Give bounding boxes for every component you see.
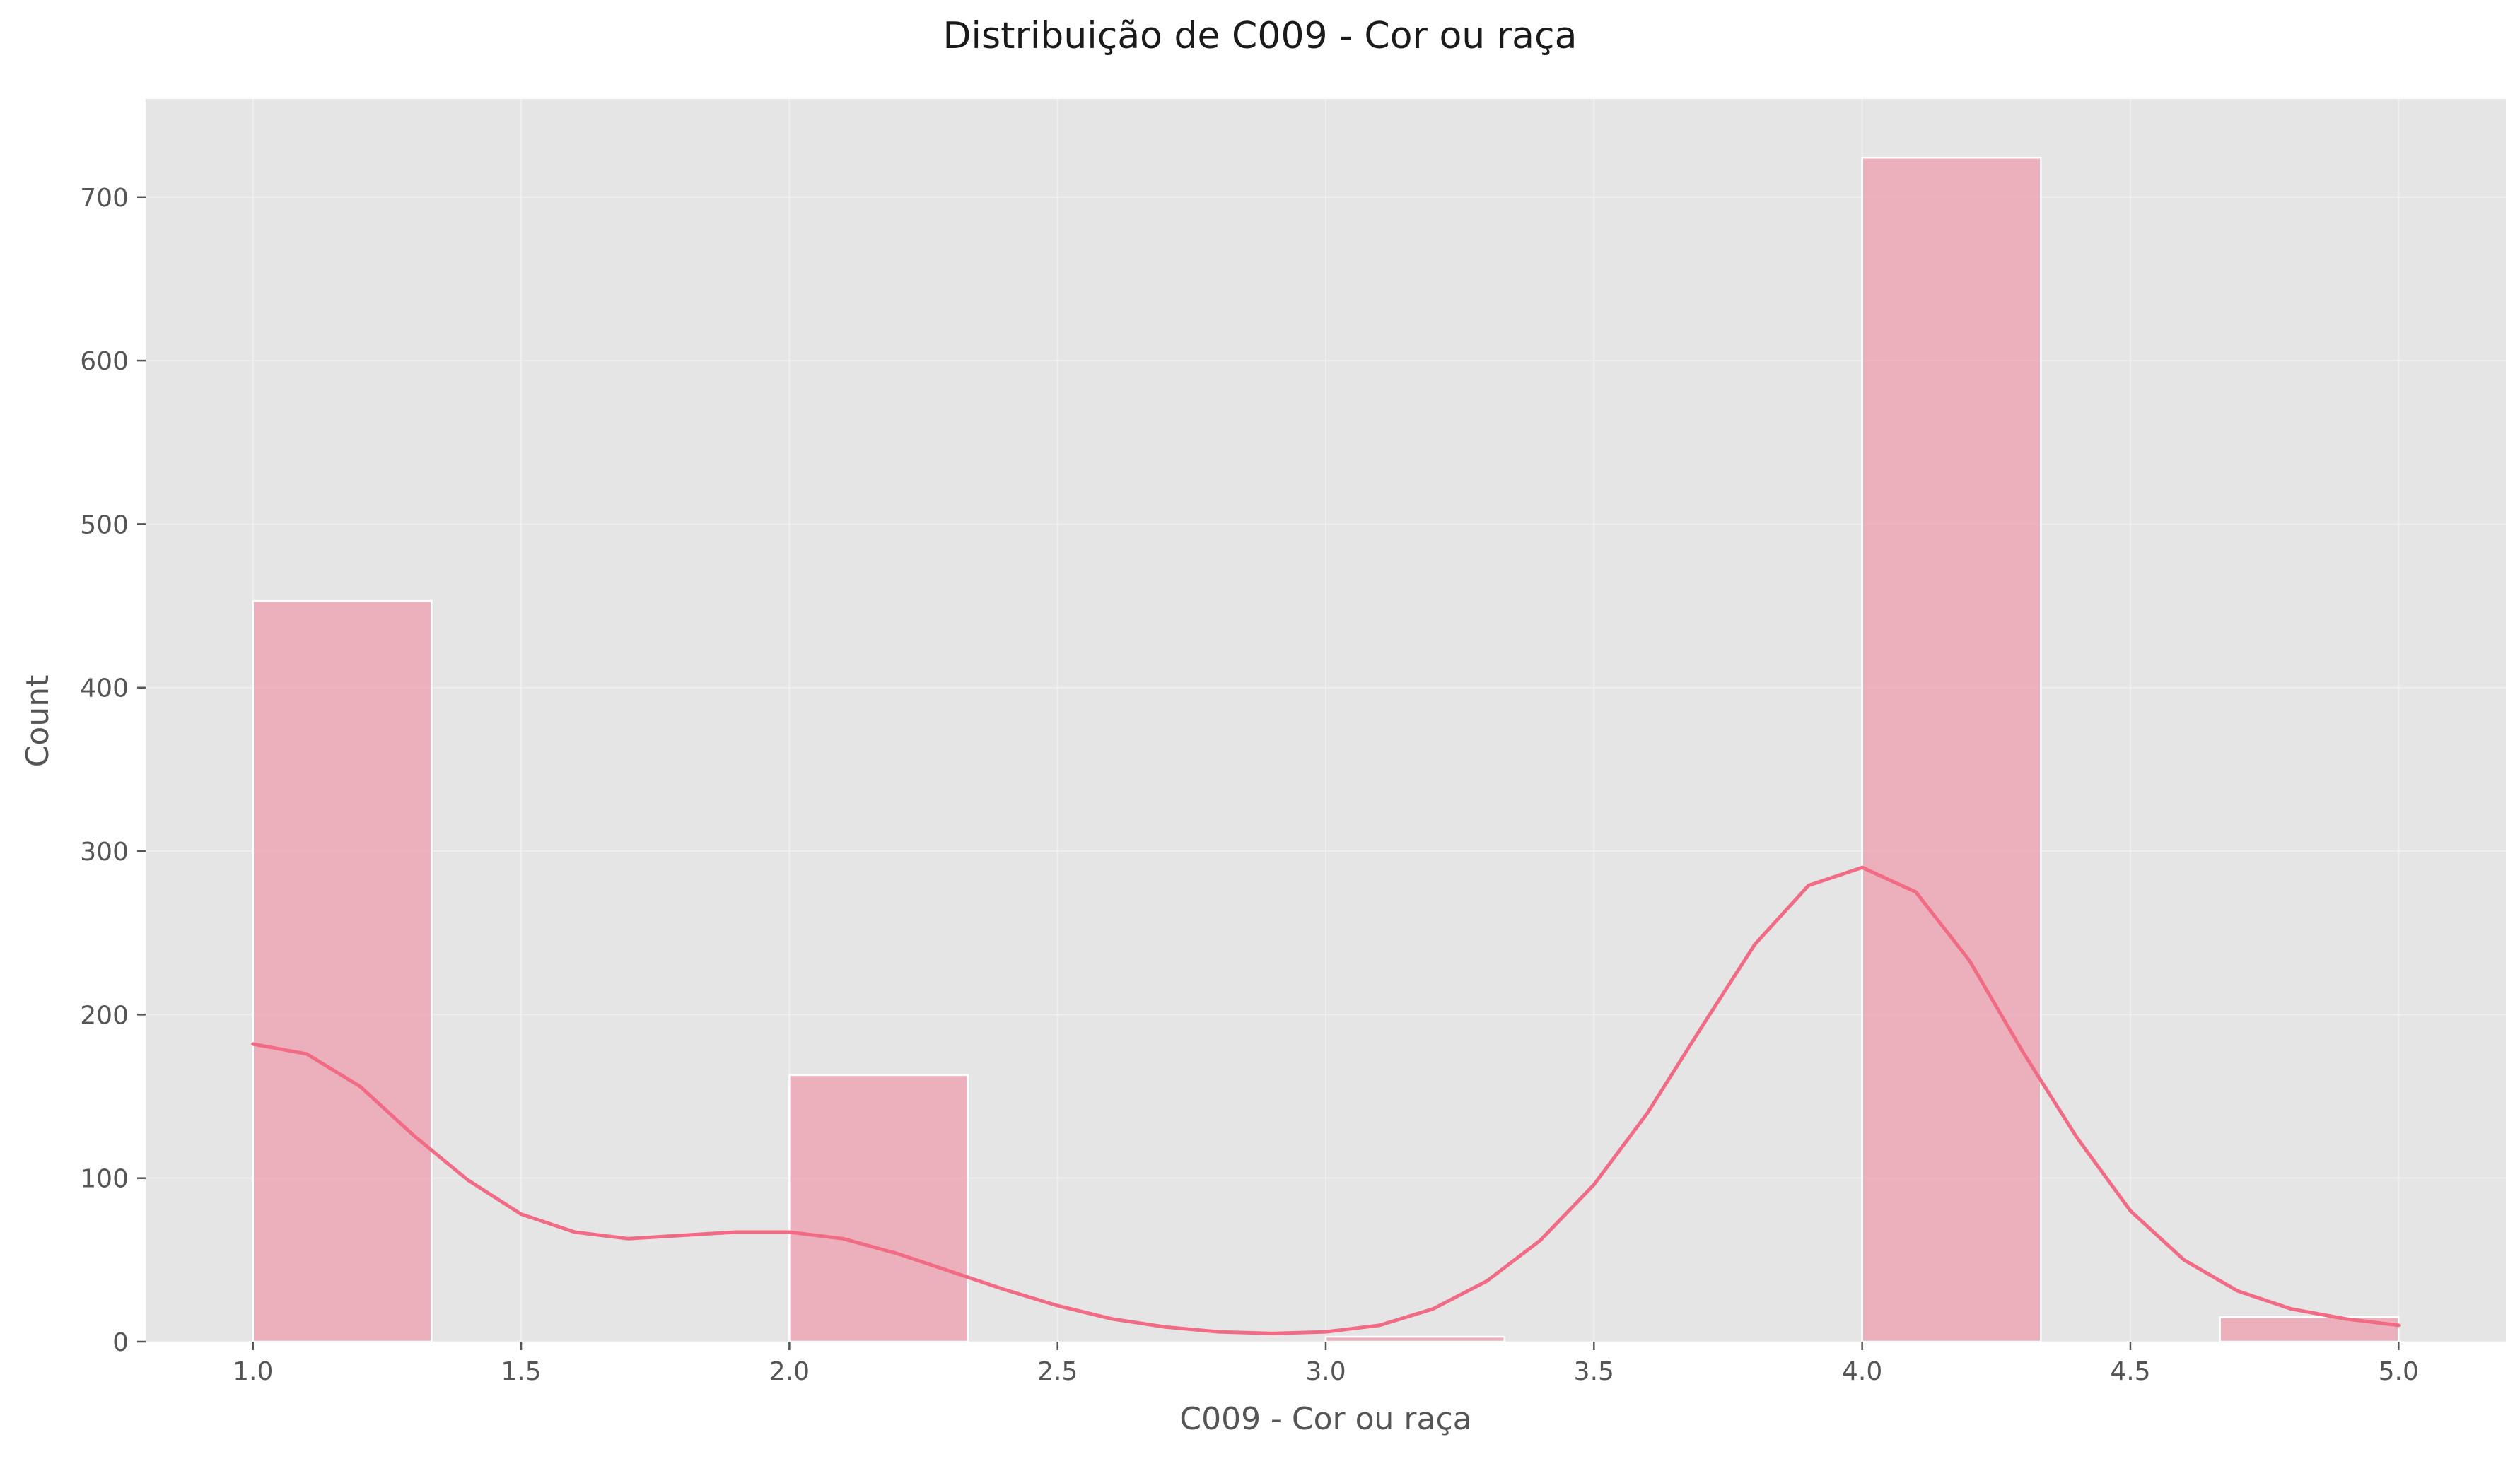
histogram-bar bbox=[1324, 1335, 1505, 1343]
x-tick: 5.0 bbox=[2379, 1342, 2419, 1386]
y-tick: 300 bbox=[80, 838, 146, 867]
chart-title: Distribuição de C009 - Cor ou raça bbox=[943, 15, 1577, 57]
y-tick: 200 bbox=[80, 1001, 146, 1030]
kde-curve bbox=[251, 865, 2401, 1335]
x-tick: 1.5 bbox=[501, 1342, 542, 1386]
x-tick: 2.5 bbox=[1037, 1342, 1078, 1386]
x-tick-label: 3.5 bbox=[1574, 1357, 1614, 1386]
y-tick-label: 200 bbox=[80, 1001, 129, 1030]
y-tick: 600 bbox=[80, 347, 146, 376]
x-tick-label: 5.0 bbox=[2379, 1357, 2419, 1386]
y-tick-label: 400 bbox=[80, 674, 129, 703]
x-tick-label: 2.0 bbox=[769, 1357, 810, 1386]
y-tick: 700 bbox=[80, 184, 146, 213]
y-tick-label: 100 bbox=[80, 1165, 129, 1194]
y-tick-label: 300 bbox=[80, 838, 129, 867]
x-axis-ticks: 1.0 1.5 2.0 2.5 3.0 3.5 4.0 4.5 5.0 bbox=[233, 1342, 2419, 1386]
x-axis-label: C009 - Cor ou raça bbox=[1179, 1401, 1471, 1437]
y-tick-label: 600 bbox=[80, 347, 129, 376]
x-tick-label: 4.5 bbox=[2110, 1357, 2150, 1386]
y-tick-label: 500 bbox=[80, 510, 129, 539]
y-axis-ticks: 0 100 200 300 400 500 600 700 bbox=[80, 184, 146, 1357]
y-tick: 400 bbox=[80, 674, 146, 703]
y-tick: 100 bbox=[80, 1165, 146, 1194]
histogram-bar bbox=[788, 1074, 969, 1343]
x-tick-label: 1.0 bbox=[233, 1357, 273, 1386]
x-tick: 4.0 bbox=[1842, 1342, 1882, 1386]
x-tick-label: 1.5 bbox=[501, 1357, 541, 1386]
histogram-bar bbox=[1861, 157, 2042, 1343]
x-tick-label: 2.5 bbox=[1037, 1357, 1078, 1386]
y-axis-label: Count bbox=[20, 675, 56, 768]
x-tick-label: 4.0 bbox=[1842, 1357, 1882, 1386]
y-tick: 0 bbox=[112, 1328, 146, 1357]
x-tick: 3.5 bbox=[1574, 1342, 1614, 1386]
histogram-bar bbox=[252, 599, 433, 1343]
y-tick-label: 0 bbox=[112, 1328, 129, 1357]
x-tick: 2.0 bbox=[769, 1342, 810, 1386]
x-tick-label: 3.0 bbox=[1305, 1357, 1346, 1386]
x-tick: 4.5 bbox=[2110, 1342, 2151, 1386]
histogram-bars bbox=[252, 157, 2400, 1343]
x-tick: 3.0 bbox=[1305, 1342, 1346, 1386]
y-tick-label: 700 bbox=[80, 184, 129, 213]
x-tick: 1.0 bbox=[233, 1342, 273, 1386]
y-tick: 500 bbox=[80, 510, 146, 539]
